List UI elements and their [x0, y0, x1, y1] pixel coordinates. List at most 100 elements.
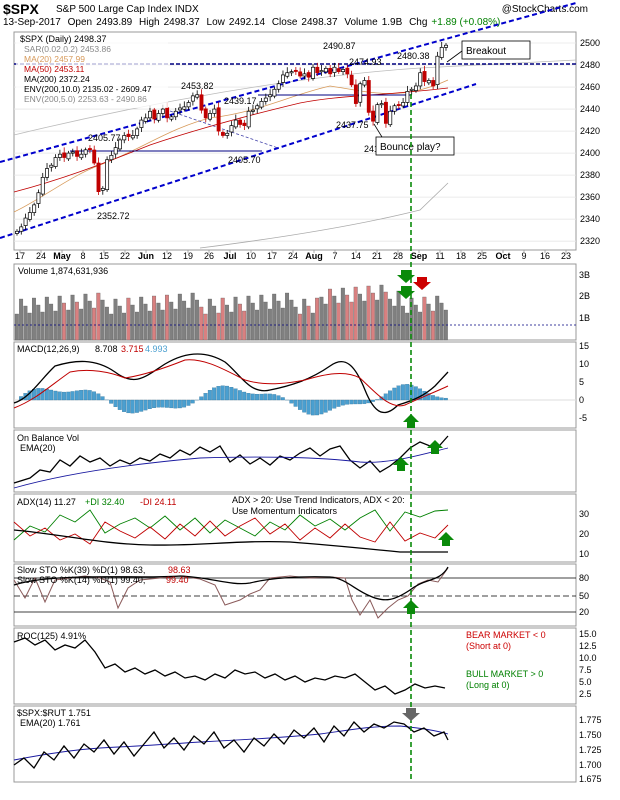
price-candle: [332, 66, 337, 73]
volume-bar: [23, 305, 28, 341]
minus-di-line: [13, 517, 449, 545]
volume-bar: [379, 284, 384, 341]
volume-bar: [104, 306, 109, 341]
price-candle: [302, 73, 307, 77]
macd-histogram-bar: [79, 390, 84, 401]
macd-histogram-bar: [400, 384, 405, 401]
slow-sto-39-name: Slow STO %K(39) %D(1) 98.63,: [17, 565, 145, 575]
price-candle: [392, 105, 397, 112]
macd-line: [13, 353, 449, 414]
date-tick-label: 22: [120, 251, 130, 261]
breakout-callout: Breakout: [466, 46, 506, 57]
legend-sar: SAR(0.02,0.2) 2453.86: [24, 44, 111, 54]
roc-panel: ROC(125) 4.91% BEAR MARKET < 0 (Short at…: [13, 627, 597, 705]
bear-market-sub: (Short at 0): [466, 641, 511, 651]
credit-text[interactable]: @StockCharts.com: [501, 4, 588, 15]
price-candle: [418, 72, 423, 87]
macd-histogram-bar: [315, 399, 320, 416]
price-tick-label: 2360: [580, 192, 600, 202]
volume-bar: [353, 286, 358, 341]
macd-histogram-bar: [220, 385, 225, 401]
macd-histogram-bar: [418, 388, 423, 401]
breakout-callout-box: [461, 40, 531, 60]
volume-bar: [100, 299, 105, 341]
volume-bar: [225, 304, 229, 341]
macd-histogram-bar: [225, 385, 229, 401]
macd-histogram-bar: [182, 399, 187, 408]
volume-bar: [405, 312, 410, 341]
volume-bar: [57, 295, 62, 341]
macd-histogram-bar: [152, 399, 157, 408]
price-candle: [75, 150, 80, 157]
volume-bar: [173, 308, 178, 341]
macd-histogram-bar: [280, 397, 285, 401]
volume-bar: [220, 297, 225, 341]
volume-bar: [246, 295, 251, 341]
volume-bar: [370, 292, 375, 341]
price-candle: [105, 159, 110, 191]
arrow-up-green-icon: [438, 532, 454, 546]
price-candle: [169, 116, 174, 120]
price-candle: [79, 153, 84, 159]
volume-bar: [366, 285, 371, 341]
ratio-tick-1-775: 1.775: [579, 715, 602, 725]
price-tick-label: 2480: [580, 60, 600, 70]
volume-bar: [92, 307, 96, 341]
volume-bar: [383, 291, 388, 341]
price-candle: [15, 230, 19, 234]
volume-bar: [306, 305, 311, 341]
price-candle: [431, 80, 436, 87]
legend-env-5: ENV(200,5.0) 2253.63 - 2490.86: [24, 94, 147, 104]
price-candle: [195, 94, 200, 98]
date-tick-label: Oct: [495, 251, 510, 261]
volume-bar: [358, 293, 362, 341]
macd-value-2: 3.715: [121, 344, 144, 354]
macd-histogram-bar: [362, 399, 367, 404]
legend-ma20: MA(20) 2457.99: [24, 54, 85, 64]
price-candle: [92, 149, 97, 164]
legend-env-10: ENV(200,10.0) 2135.02 - 2609.47: [24, 84, 152, 94]
price-candle: [32, 204, 37, 213]
price-tick-label: 2440: [580, 104, 600, 114]
price-candle: [379, 103, 384, 106]
ratio-line: [13, 720, 449, 770]
macd-histogram-bar: [40, 388, 45, 401]
adx-tick-10: 10: [579, 549, 589, 559]
roc-tick-15: 15.0: [579, 629, 597, 639]
macd-histogram-bar: [242, 391, 247, 401]
volume-bar: [139, 296, 144, 341]
price-candle: [156, 113, 161, 121]
volume-bar: [280, 307, 285, 341]
volume-bar: [285, 292, 290, 341]
obv-name: On Balance Vol: [17, 433, 79, 443]
price-candle: [435, 55, 440, 85]
volume-bar: [233, 296, 238, 341]
ratio-tick-1-725: 1.725: [579, 745, 602, 755]
envelope-upper-line: [13, 59, 577, 136]
price-candle: [422, 71, 427, 82]
macd-histogram-bar: [164, 399, 169, 408]
macd-histogram-bar: [117, 399, 122, 410]
price-tick-label: 2420: [580, 126, 600, 136]
breakout-callout-pointer: [446, 50, 463, 63]
slow-sto-14-value: 99.40: [166, 575, 189, 585]
price-candle: [139, 119, 144, 128]
price-candle: [130, 135, 135, 139]
volume-bar: [267, 308, 272, 341]
macd-histogram-bar: [186, 399, 191, 406]
bull-market-note: BULL MARKET > 0: [466, 669, 543, 679]
price-candle: [62, 152, 67, 158]
volume-bar: [439, 302, 444, 341]
price-candle: [362, 80, 367, 86]
roc-tick-10: 10.0: [579, 653, 597, 663]
adx-panel: ADX(14) 11.27 +DI 32.40 -DI 24.11 ADX > …: [13, 493, 589, 563]
price-candle: [341, 69, 345, 72]
macd-histogram-bar: [70, 391, 75, 401]
macd-histogram-bar: [293, 399, 298, 407]
macd-histogram-bar: [379, 396, 384, 401]
macd-histogram-bar: [336, 399, 341, 407]
volume-bar: [276, 300, 281, 341]
volume-bar: [319, 296, 324, 341]
legend-ma50: MA(50) 2453.11: [24, 64, 85, 74]
macd-histogram-bar: [272, 394, 277, 401]
